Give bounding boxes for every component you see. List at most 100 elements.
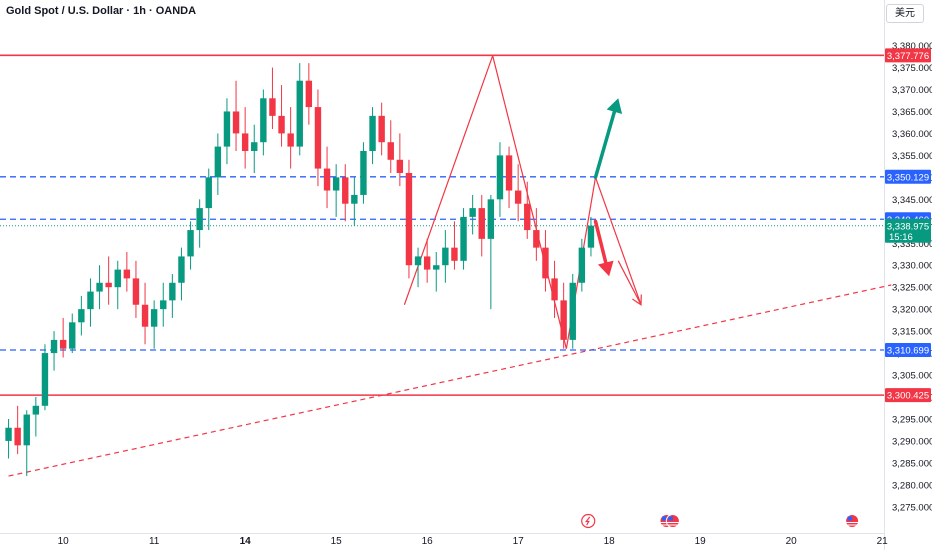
- us-flag-event-icon-canton: [661, 516, 667, 521]
- x-tick-label: 10: [58, 536, 70, 547]
- y-tick-label: 3,370.000: [892, 85, 932, 96]
- y-tick-label: 3,360.000: [892, 129, 932, 140]
- candle-body: [587, 225, 595, 248]
- candle-body: [114, 269, 121, 288]
- price-level-badge-text: 3,300.425: [887, 391, 929, 402]
- x-tick-label: 21: [877, 536, 889, 547]
- y-tick-label: 3,325.000: [892, 283, 932, 294]
- price-level-badge: [885, 169, 931, 184]
- candle-body: [351, 194, 358, 204]
- candle-body: [387, 142, 394, 160]
- candle-body: [560, 300, 567, 340]
- pattern-line: [594, 177, 642, 305]
- x-tick-label: 20: [786, 536, 798, 547]
- projection-arrow-shaft: [617, 260, 642, 306]
- price-level-badge-text: 3,377.776: [887, 51, 929, 62]
- candle-body: [96, 282, 103, 292]
- candle-body: [442, 247, 449, 266]
- candle-body: [232, 111, 240, 134]
- candle-body: [296, 80, 303, 147]
- candle-body: [460, 216, 467, 261]
- candle-body: [469, 208, 476, 217]
- candle-body: [105, 282, 112, 288]
- y-tick-label: 3,315.000: [892, 327, 932, 338]
- candle-body: [141, 304, 149, 327]
- candle-body: [323, 168, 331, 191]
- candle-body: [78, 309, 85, 323]
- projection-arrow-head: [598, 260, 614, 277]
- us-flag-event-icon: [845, 514, 860, 528]
- candle-body: [396, 159, 404, 173]
- us-flag-event-icon-canton: [668, 516, 673, 521]
- candle-body: [5, 427, 12, 441]
- candle-body: [542, 247, 549, 279]
- y-tick-label: 3,330.000: [892, 261, 932, 272]
- support-trendline: [8, 284, 892, 477]
- candle-body: [169, 282, 176, 301]
- candle-body: [533, 230, 540, 248]
- candle-body: [214, 146, 222, 178]
- candle-body: [241, 133, 249, 151]
- candle-body: [59, 339, 67, 349]
- candle-body: [487, 199, 495, 239]
- candle-body: [505, 155, 513, 191]
- y-tick-label: 3,375.000: [892, 63, 932, 74]
- symbol-title: Gold Spot / U.S. Dollar · 1h · OANDA: [6, 5, 197, 17]
- price-level-badge: [885, 48, 931, 63]
- candle-body: [342, 177, 349, 204]
- candle-body: [378, 115, 385, 143]
- projection-arrow-shaft: [593, 219, 608, 265]
- current-price-text: 3,338.975: [887, 221, 929, 232]
- us-flag-event-icon-canton: [847, 516, 853, 521]
- price-level-badge: [885, 343, 931, 358]
- candle-body: [50, 339, 58, 354]
- candle-body: [23, 414, 30, 446]
- countdown-text: 15:16: [889, 232, 913, 243]
- pattern-line: [492, 55, 567, 349]
- us-flag-event-icon: [665, 514, 680, 528]
- y-tick-label: 3,365.000: [892, 107, 932, 118]
- candle-body: [41, 353, 49, 406]
- candle-body: [451, 247, 458, 261]
- y-tick-label: 3,355.000: [892, 151, 932, 162]
- candle-body: [187, 230, 194, 257]
- candle-body: [433, 265, 440, 270]
- y-tick-label: 3,335.000: [892, 239, 932, 250]
- candle-body: [260, 98, 267, 143]
- candle-body: [123, 269, 131, 279]
- candle-body: [132, 278, 140, 305]
- x-tick-label: 19: [695, 536, 707, 547]
- candle-body: [514, 190, 522, 204]
- candle-body: [160, 300, 167, 310]
- candle-body: [405, 172, 413, 266]
- currency-unit-button[interactable]: 美元: [886, 4, 924, 23]
- x-tick-label: 17: [513, 536, 525, 547]
- candle-body: [150, 309, 158, 327]
- y-tick-label: 3,305.000: [892, 371, 932, 382]
- candle-body: [251, 142, 258, 151]
- candle-body: [423, 256, 431, 270]
- price-level-badge-text: 3,350.129: [887, 172, 929, 183]
- candle-body: [14, 427, 21, 446]
- candle-body: [360, 151, 367, 195]
- current-price-badge: [885, 218, 931, 243]
- candle-body: [205, 177, 212, 209]
- candle-body: [196, 208, 203, 231]
- x-tick-label: 18: [604, 536, 616, 547]
- projection-arrow-shaft: [593, 109, 617, 180]
- price-level-badge-text: 3,310.699: [887, 346, 929, 357]
- candle-body: [178, 256, 185, 283]
- candle-body: [332, 177, 340, 191]
- x-tick-label: 16: [422, 536, 434, 547]
- x-tick-label: 11: [149, 536, 160, 547]
- y-tick-label: 3,280.000: [892, 480, 932, 491]
- candle-body: [414, 256, 422, 266]
- candle-body: [87, 291, 94, 310]
- candle-body: [569, 282, 576, 340]
- candle-body: [278, 115, 285, 134]
- candle-body: [496, 155, 504, 200]
- y-tick-label: 3,290.000: [892, 436, 932, 447]
- candle-body: [369, 115, 376, 151]
- candle-body: [69, 322, 76, 349]
